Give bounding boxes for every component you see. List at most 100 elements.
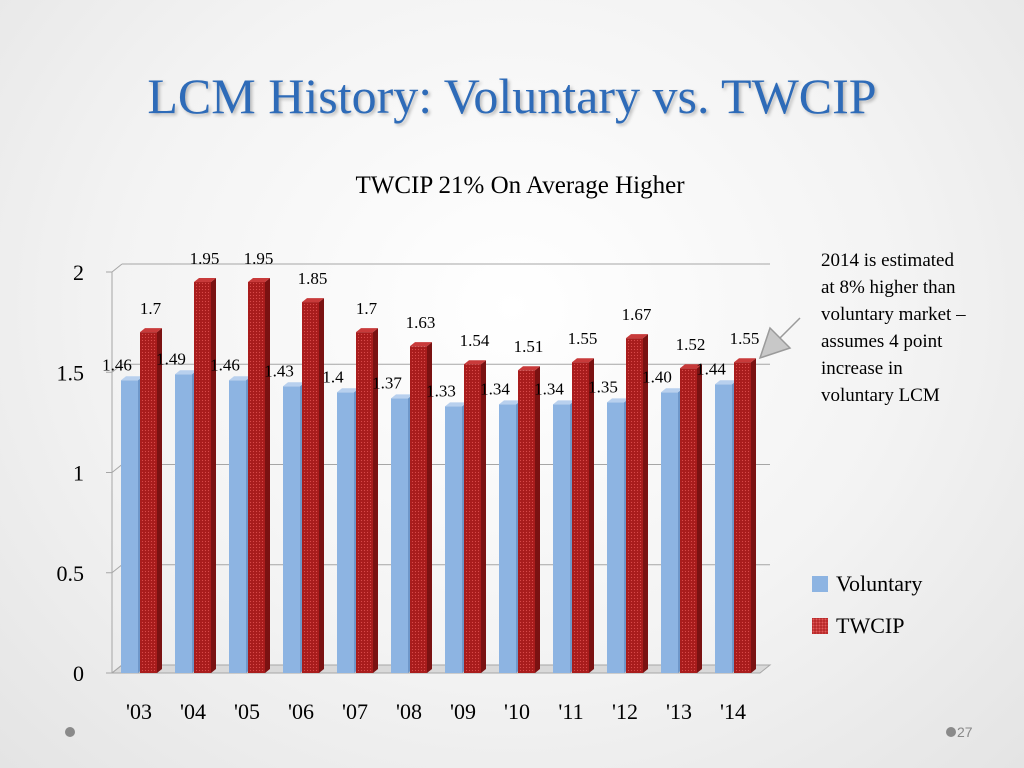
bar-top <box>410 342 432 347</box>
bar-twcip <box>734 362 751 673</box>
bar-top <box>734 358 756 363</box>
nav-dot-right <box>946 727 956 737</box>
bar-top <box>391 394 413 399</box>
data-label: 1.40 <box>642 367 672 386</box>
bar-voluntary <box>607 402 624 673</box>
gridline-diagonal <box>111 263 123 273</box>
x-tick-label: '14 <box>720 699 746 724</box>
data-label: 1.55 <box>730 329 760 348</box>
data-label: 1.95 <box>190 249 220 268</box>
bar-twcip <box>572 362 589 673</box>
legend-item-voluntary: Voluntary <box>812 570 922 598</box>
bar-top <box>715 380 737 385</box>
legend-swatch-voluntary <box>812 576 828 592</box>
gridline-diagonal <box>111 664 123 674</box>
bar-voluntary <box>499 404 516 673</box>
nav-dot-left <box>65 727 75 737</box>
x-tick-label: '12 <box>612 699 638 724</box>
bar-side <box>427 342 432 673</box>
bar-voluntary <box>445 406 462 673</box>
data-label: 1.35 <box>588 377 618 396</box>
bar-top <box>518 366 540 371</box>
data-label: 1.7 <box>140 299 162 318</box>
gridline-diagonal <box>111 363 123 373</box>
data-label: 1.52 <box>676 335 706 354</box>
bar-side <box>319 298 324 673</box>
bar-voluntary <box>661 392 678 673</box>
data-label: 1.37 <box>372 373 402 392</box>
x-tick-label: '09 <box>450 699 476 724</box>
bar-top <box>175 370 197 375</box>
x-tick-label: '13 <box>666 699 692 724</box>
y-tick-label: 1.5 <box>57 360 85 385</box>
data-label: 1.7 <box>356 299 378 318</box>
bar-side <box>265 278 270 673</box>
bar-side <box>751 358 756 673</box>
bar-top <box>607 398 629 403</box>
bar-side <box>211 278 216 673</box>
legend: Voluntary TWCIP <box>812 570 922 654</box>
bar-side <box>157 328 162 673</box>
y-tick-label: 2 <box>73 260 84 285</box>
data-label: 1.67 <box>622 305 652 324</box>
legend-swatch-twcip <box>812 618 828 634</box>
bar-top <box>302 298 324 303</box>
y-tick-label: 0 <box>73 661 84 686</box>
bar-voluntary <box>337 392 354 673</box>
data-label: 1.44 <box>696 359 726 378</box>
bar-top <box>283 382 305 387</box>
bar-top <box>464 360 486 365</box>
legend-label: Voluntary <box>836 571 923 596</box>
data-label: 1.95 <box>244 249 274 268</box>
bar-twcip <box>410 346 427 673</box>
bar-top <box>499 400 521 405</box>
gridline-diagonal <box>111 464 123 473</box>
x-tick-label: '11 <box>558 699 583 724</box>
bar-top <box>121 376 143 381</box>
annotation-note: 2014 is estimated at 8% higher than volu… <box>821 250 966 406</box>
bar-side <box>535 366 540 673</box>
x-tick-label: '07 <box>342 699 368 724</box>
bar-side <box>697 364 702 673</box>
callout-arrow-icon <box>758 317 801 360</box>
y-tick-label: 0.5 <box>57 561 85 586</box>
chart-title: TWCIP 21% On Average Higher <box>355 172 685 199</box>
data-label: 1.46 <box>102 355 132 374</box>
bar-top <box>680 364 702 369</box>
page-number: 27 <box>957 724 973 740</box>
bar-twcip <box>518 370 535 673</box>
data-label: 1.33 <box>426 381 456 400</box>
bar-top <box>626 334 648 339</box>
bar-top <box>356 328 378 333</box>
bar-top <box>661 388 683 393</box>
bar-voluntary <box>283 386 300 673</box>
data-label: 1.49 <box>156 349 186 368</box>
bar-twcip <box>302 302 319 673</box>
bar-top <box>229 376 251 381</box>
bar-twcip <box>248 282 265 673</box>
data-label: 1.63 <box>406 313 436 332</box>
data-label: 1.4 <box>322 367 344 386</box>
gridline-diagonal <box>111 564 123 574</box>
data-label: 1.34 <box>480 379 510 398</box>
bar-voluntary <box>175 374 192 673</box>
bar-top <box>337 388 359 393</box>
data-label: 1.55 <box>568 329 598 348</box>
bar-voluntary <box>121 380 138 673</box>
bar-twcip <box>680 368 697 673</box>
legend-label: TWCIP <box>836 613 905 638</box>
bar-side <box>589 358 594 673</box>
bar-top <box>445 402 467 407</box>
data-label: 1.34 <box>534 379 564 398</box>
x-tick-label: '03 <box>126 699 152 724</box>
bar-voluntary <box>715 384 732 673</box>
data-label: 1.46 <box>210 355 240 374</box>
bar-twcip <box>356 332 373 673</box>
bar-side <box>643 334 648 673</box>
x-tick-label: '04 <box>180 699 206 724</box>
x-tick-label: '08 <box>396 699 422 724</box>
y-tick-label: 1 <box>73 461 84 486</box>
bar-top <box>194 278 216 283</box>
bar-voluntary <box>391 398 408 673</box>
